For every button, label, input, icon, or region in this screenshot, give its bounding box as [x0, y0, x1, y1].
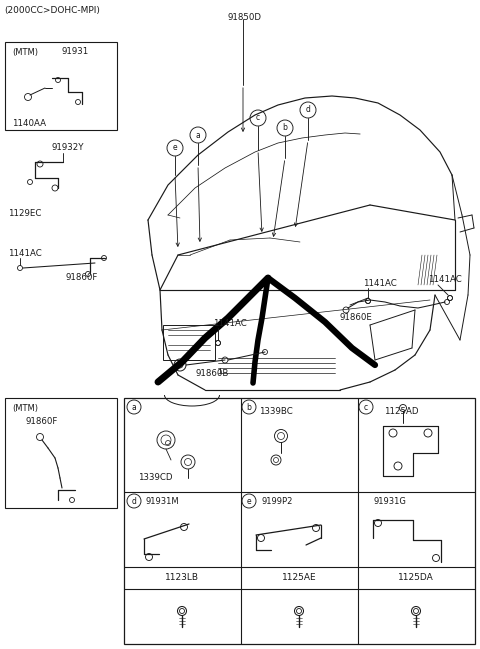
Text: 1141AC: 1141AC	[213, 319, 247, 328]
Text: 91860B: 91860B	[196, 369, 229, 378]
Text: 91931M: 91931M	[146, 496, 180, 506]
Text: 1125AD: 1125AD	[384, 408, 419, 417]
Bar	[5, 42, 117, 130]
Text: a: a	[132, 402, 136, 411]
Text: b: b	[283, 123, 288, 132]
Bar	[163, 325, 215, 360]
Text: 91850D: 91850D	[228, 12, 262, 21]
Text: 91860F: 91860F	[25, 417, 58, 426]
Text: e: e	[247, 496, 252, 506]
Text: (MTM): (MTM)	[12, 47, 38, 56]
Text: (2000CC>DOHC-MPI): (2000CC>DOHC-MPI)	[4, 6, 100, 16]
Bar	[5, 398, 117, 508]
Text: 9199P2: 9199P2	[261, 496, 292, 506]
Text: 91860E: 91860E	[340, 313, 373, 323]
Text: 1125DA: 1125DA	[398, 574, 434, 583]
Text: 1339BC: 1339BC	[259, 408, 293, 417]
Bar	[124, 398, 475, 644]
Text: a: a	[196, 130, 200, 140]
Text: 1125AE: 1125AE	[282, 574, 316, 583]
Text: c: c	[256, 114, 260, 123]
Text: d: d	[132, 496, 136, 506]
Text: 1339CD: 1339CD	[138, 474, 172, 482]
Text: (MTM): (MTM)	[12, 404, 38, 413]
Text: 1129EC: 1129EC	[8, 208, 41, 217]
Text: 91931: 91931	[62, 47, 89, 56]
Text: 91932Y: 91932Y	[52, 143, 84, 153]
Text: c: c	[364, 402, 368, 411]
Text: 1123LB: 1123LB	[165, 574, 199, 583]
Text: e: e	[173, 143, 177, 153]
Text: 91860F: 91860F	[65, 273, 97, 282]
Text: 91931G: 91931G	[373, 496, 406, 506]
Text: 1141AC: 1141AC	[363, 278, 397, 288]
Text: 1141AC: 1141AC	[428, 275, 462, 284]
Text: 1140AA: 1140AA	[12, 119, 46, 129]
Text: d: d	[306, 106, 311, 114]
Text: 1141AC: 1141AC	[8, 249, 42, 258]
Text: b: b	[247, 402, 252, 411]
